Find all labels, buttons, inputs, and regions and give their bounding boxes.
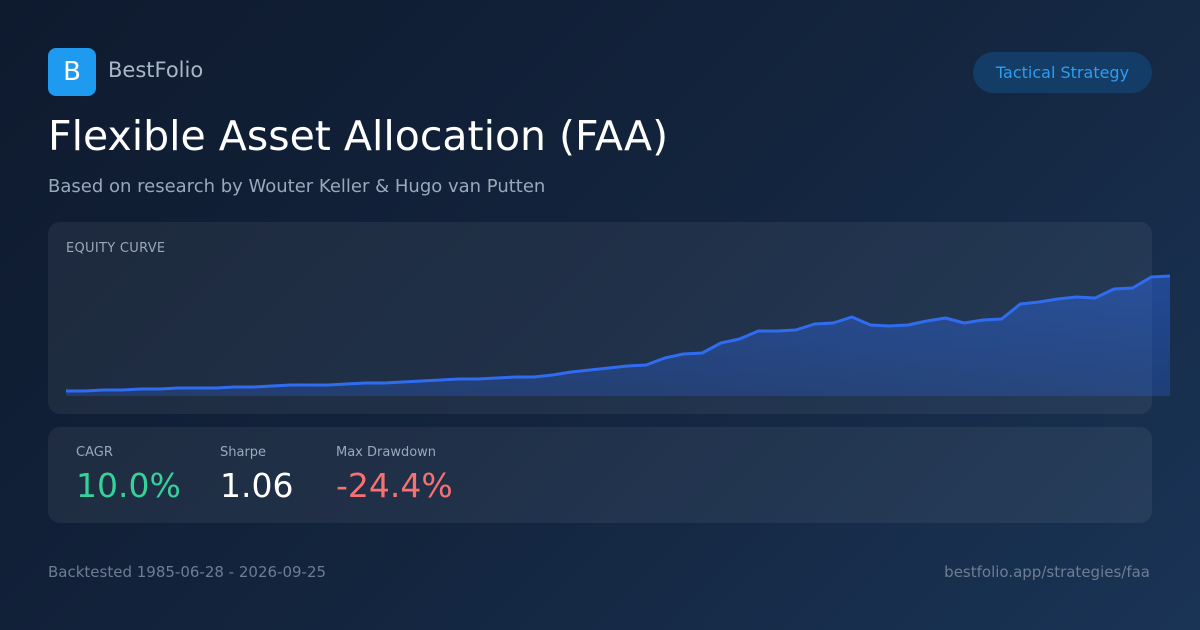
title: Flexible Asset Allocation (FAA) xyxy=(48,112,669,160)
equity-line xyxy=(66,274,1171,393)
stat-value: 10.0% xyxy=(76,466,181,505)
stat-label: Max Drawdown xyxy=(336,445,437,460)
logo: B xyxy=(48,48,96,96)
stat-value: 1.06 xyxy=(220,466,294,505)
stats-card xyxy=(48,427,1152,523)
stat-value: -24.4% xyxy=(336,466,453,505)
stat-label: Sharpe xyxy=(220,445,267,460)
subtitle: Based on research by Wouter Keller & Hug… xyxy=(48,176,546,197)
equity-area xyxy=(66,276,1170,396)
footer-date-range: Backtested 1985-06-28 - 2026-09-25 xyxy=(48,563,327,581)
badge: Tactical Strategy xyxy=(973,52,1152,93)
footer-url: bestfolio.app/strategies/faa xyxy=(944,563,1150,581)
brand: BestFolio xyxy=(108,58,204,82)
stat-label: CAGR xyxy=(76,445,113,460)
chart-title: EQUITY CURVE xyxy=(66,241,166,256)
